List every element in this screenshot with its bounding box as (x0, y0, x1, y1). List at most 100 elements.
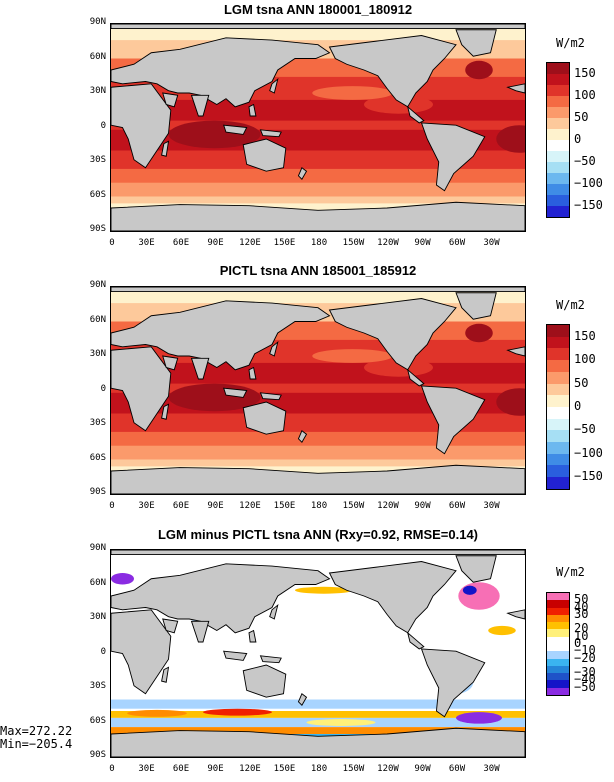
x-tick-label: 30E (138, 238, 155, 248)
colorbar-swatch (547, 651, 569, 659)
x-tick-label: 30E (138, 501, 155, 511)
colorbar-lgm (546, 62, 570, 218)
y-tick-label: 30S (89, 155, 106, 165)
colorbar-swatch (547, 442, 569, 454)
colorbar-swatch (547, 665, 569, 674)
y-tick-label: 90S (89, 750, 106, 760)
x-tick-label: 0 (109, 764, 115, 774)
colorbar-tick-label: −50 (574, 154, 596, 168)
colorbar-swatch (547, 395, 569, 407)
y-tick-label: 60S (89, 189, 106, 200)
colorbar-swatch (547, 614, 569, 623)
y-tick-label: 30N (89, 612, 106, 622)
x-tick-label: 30W (483, 501, 500, 511)
colorbar-tick-label: 30 (574, 606, 589, 621)
y-tick-label: 60N (89, 314, 106, 325)
x-tick-label: 150E (273, 764, 296, 774)
colorbar-tick-label: 100 (574, 352, 596, 367)
colorbar-tick-label: −150 (574, 198, 603, 212)
colorbar-swatch (547, 129, 569, 140)
x-tick-label: 60E (172, 501, 190, 511)
map-diff (110, 549, 526, 758)
x-tick-label: 150E (273, 501, 296, 511)
y-tick-label: 60S (89, 715, 106, 726)
colorbar-swatch (547, 74, 569, 85)
y-tick-label: 90S (89, 487, 106, 497)
x-tick-label: 150W (342, 238, 365, 248)
stats-max: Max=272.22 (0, 724, 73, 738)
x-tick-label: 120E (239, 238, 261, 248)
colorbar-swatch (547, 607, 569, 615)
colorbar-tick-label: 100 (574, 88, 596, 102)
colorbar-tick-label: 10 (574, 628, 589, 643)
colorbar-swatch (547, 371, 569, 384)
colorbar-swatch (547, 673, 569, 681)
y-tick-label: 30N (89, 349, 106, 359)
x-tick-label: 60W (448, 501, 466, 511)
colorbar-tick-label: 50 (574, 592, 589, 607)
colorbar-swatch (547, 184, 569, 195)
colorbar-swatch (547, 325, 569, 337)
y-tick-label: 0 (100, 646, 106, 657)
colorbar-tick-label: −100 (574, 176, 603, 190)
map-lgm-svg (111, 24, 525, 231)
x-tick-label: 150E (273, 238, 296, 248)
colorbar-swatch (547, 85, 569, 96)
colorbar-tick-label: 150 (574, 66, 596, 80)
colorbar-swatch (547, 629, 569, 637)
colorbar-swatch (547, 63, 569, 74)
x-tick-label: 120E (239, 764, 261, 774)
x-tick-label: 90W (414, 238, 431, 248)
colorbar-tick-label: −20 (574, 650, 596, 665)
colorbar-swatch (547, 622, 569, 630)
x-tick-label: 90E (207, 501, 224, 511)
colorbar-tick-label: 50 (574, 110, 589, 124)
colorbar-tick-label: −100 (574, 445, 603, 460)
x-tick-label: 60W (448, 238, 466, 248)
stats-box: Max=272.22 Min=−205.4 (0, 725, 72, 751)
colorbar-tick-label: −10 (574, 643, 596, 658)
colorbar-swatch (547, 140, 569, 151)
stats-min: Min=−205.4 (0, 737, 73, 751)
colorbar-swatch (547, 336, 569, 349)
colorbar-tick-label: −50 (574, 422, 596, 437)
units-label-lgm: W/m2 (556, 36, 585, 50)
colorbar-swatch (547, 453, 569, 466)
x-tick-label: 60W (448, 764, 466, 774)
y-tick-label: 0 (100, 120, 106, 131)
colorbar-swatch (547, 118, 569, 129)
colorbar-tick-label: −40 (574, 672, 596, 687)
colorbar-swatch (547, 477, 569, 489)
x-tick-label: 150W (342, 501, 365, 511)
panel-title-lgm: LGM tsna ANN 180001_180912 (223, 2, 413, 17)
colorbar-swatch (547, 360, 569, 372)
colorbar-tick-label: 50 (574, 375, 589, 390)
colorbar-swatch (547, 107, 569, 118)
y-tick-label: 0 (100, 383, 106, 394)
x-tick-label: 180 (310, 238, 328, 248)
colorbar-tick-label: 150 (574, 328, 596, 343)
y-tick-label: 60S (89, 452, 106, 463)
colorbar-tick-label: 0 (574, 132, 582, 146)
panel-title-diff: LGM minus PICTL tsna ANN (Rxy=0.92, RMSE… (157, 527, 479, 542)
y-tick-label: 30S (89, 681, 106, 691)
colorbar-diff (546, 592, 570, 696)
y-tick-label: 90N (89, 17, 106, 27)
x-tick-label: 0 (109, 238, 115, 248)
colorbar-swatch (547, 636, 569, 644)
units-label-pictl: W/m2 (556, 298, 585, 312)
colorbar-tick-label: 0 (574, 399, 582, 413)
y-tick-label: 90N (89, 543, 106, 553)
map-diff-svg (111, 550, 525, 757)
colorbar-swatch (547, 162, 569, 173)
x-tick-label: 0 (109, 501, 115, 511)
y-tick-label: 90S (89, 224, 106, 234)
y-tick-label: 90N (89, 280, 106, 290)
x-tick-label: 150W (342, 764, 365, 774)
colorbar-tick-label: 40 (574, 599, 589, 614)
y-tick-label: 30N (89, 86, 106, 96)
colorbar-swatch (547, 151, 569, 162)
x-tick-label: 60E (172, 238, 190, 248)
colorbar-swatch (547, 687, 569, 695)
colorbar-swatch (547, 680, 569, 688)
